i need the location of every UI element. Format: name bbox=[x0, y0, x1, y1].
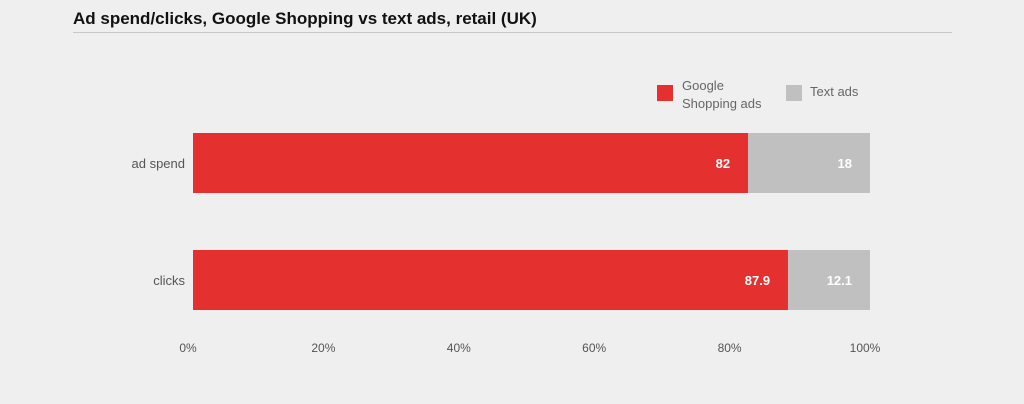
x-tick-label: 60% bbox=[582, 341, 606, 355]
chart-title: Ad spend/clicks, Google Shopping vs text… bbox=[73, 9, 537, 28]
value-label-text-ads-ad-spend: 18 bbox=[838, 156, 852, 171]
x-tick-label: 0% bbox=[179, 341, 197, 355]
bar-google-shopping-ads-clicks bbox=[193, 250, 789, 310]
legend-swatch-google-shopping-ads bbox=[657, 85, 673, 101]
bar-text-ads-clicks bbox=[788, 250, 870, 310]
legend-label-text-ads: Text ads bbox=[810, 84, 859, 99]
x-tick-label: 80% bbox=[718, 341, 742, 355]
legend: Google Shopping ads Text ads bbox=[657, 78, 859, 111]
x-axis-ticks: 0% 20% 40% 60% 80% 100% bbox=[179, 341, 880, 355]
bar-area: ad spend 82 18 clicks 87.9 12.1 bbox=[132, 133, 870, 310]
bar-google-shopping-ads-ad-spend bbox=[193, 133, 749, 193]
legend-swatch-text-ads bbox=[786, 85, 802, 101]
legend-label-google-shopping-ads: Google Shopping ads bbox=[682, 78, 762, 111]
title-divider bbox=[73, 32, 952, 33]
bar-text-ads-ad-spend bbox=[748, 133, 870, 193]
value-label-google-shopping-ads-clicks: 87.9 bbox=[745, 273, 770, 288]
value-label-text-ads-clicks: 12.1 bbox=[827, 273, 852, 288]
x-tick-label: 20% bbox=[311, 341, 335, 355]
x-tick-label: 40% bbox=[447, 341, 471, 355]
x-tick-label: 100% bbox=[850, 341, 881, 355]
value-label-google-shopping-ads-ad-spend: 82 bbox=[716, 156, 730, 171]
category-label-ad-spend: ad spend bbox=[132, 156, 186, 171]
category-label-clicks: clicks bbox=[153, 273, 185, 288]
